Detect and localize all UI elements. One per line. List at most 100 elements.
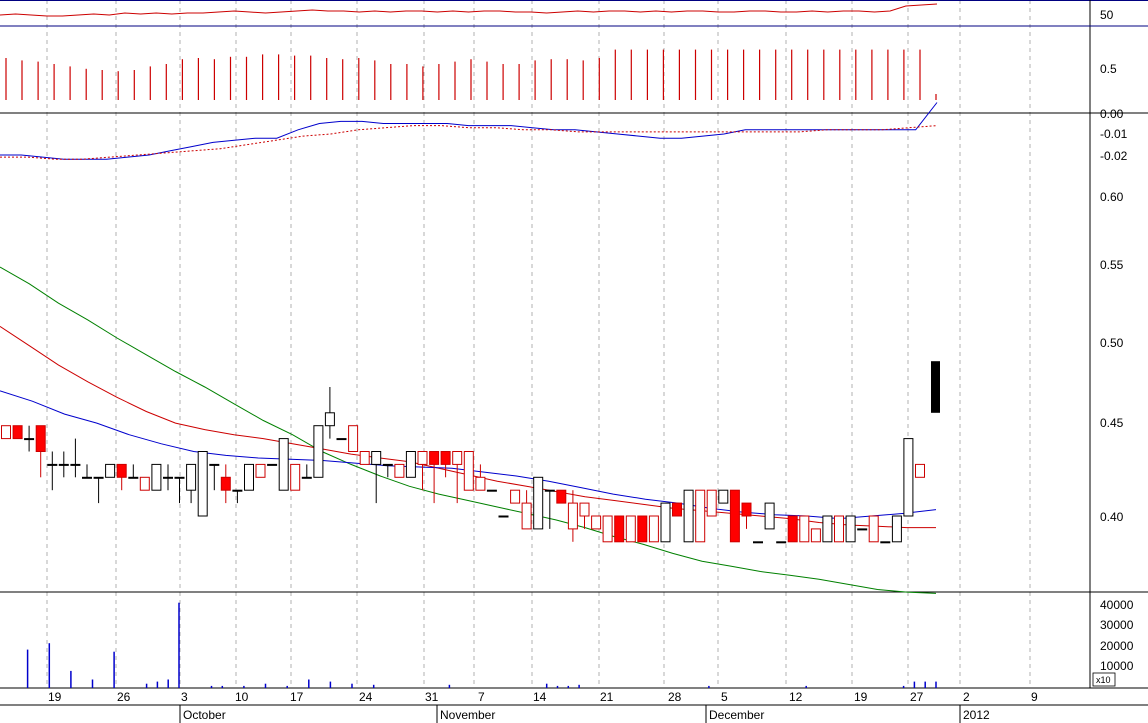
month-label: 2012 bbox=[963, 708, 990, 722]
candle-body bbox=[614, 515, 625, 543]
candle-body bbox=[660, 502, 671, 543]
price-tick-label: 0.50 bbox=[1100, 336, 1124, 350]
candle-body bbox=[799, 515, 810, 543]
candle-body bbox=[105, 463, 116, 478]
candle-body bbox=[602, 515, 613, 543]
candle-body bbox=[579, 502, 590, 517]
unit-box bbox=[1092, 672, 1116, 687]
macd-tick-label: 0.00 bbox=[1100, 107, 1124, 121]
candle-body bbox=[556, 489, 567, 504]
candle-body bbox=[741, 502, 752, 517]
volume-panel bbox=[26, 602, 937, 688]
candle-body bbox=[452, 451, 463, 465]
macd-line bbox=[0, 102, 938, 160]
day-tick-label: 19 bbox=[854, 690, 868, 704]
candle-body bbox=[891, 515, 902, 543]
candle-body bbox=[729, 489, 740, 543]
vertical-gridlines bbox=[46, 0, 1031, 688]
candle-body bbox=[648, 515, 659, 543]
macd-tick-label: -0.02 bbox=[1100, 149, 1128, 163]
rsi-tick-label: 50 bbox=[1100, 8, 1114, 22]
candle-body bbox=[313, 425, 324, 478]
candle-body bbox=[880, 541, 891, 544]
candle-body bbox=[209, 463, 220, 466]
candle-body bbox=[405, 451, 416, 478]
volume-tick-label: 20000 bbox=[1100, 639, 1134, 653]
candle-body bbox=[915, 463, 925, 478]
candle-body bbox=[394, 463, 405, 478]
moving-average-1 bbox=[0, 266, 937, 594]
month-label: November bbox=[440, 708, 495, 722]
candle-body bbox=[244, 463, 254, 491]
day-tick-label: 21 bbox=[600, 690, 614, 704]
candle-body bbox=[82, 476, 92, 479]
candle-body bbox=[822, 515, 833, 543]
candle-body bbox=[718, 489, 729, 504]
day-tick-label: 19 bbox=[48, 690, 62, 704]
candle-body bbox=[371, 451, 382, 465]
candle-body bbox=[93, 476, 104, 479]
day-tick-label: 9 bbox=[1031, 690, 1038, 704]
candle-body bbox=[128, 476, 139, 479]
price-tick-label: 0.60 bbox=[1100, 190, 1124, 204]
candle-body bbox=[197, 451, 208, 517]
candle-body bbox=[58, 463, 69, 466]
month-label: October bbox=[183, 708, 226, 722]
candle-body bbox=[290, 463, 301, 491]
candle-body bbox=[359, 451, 370, 465]
candle-body bbox=[220, 476, 231, 491]
candle-body bbox=[116, 463, 127, 478]
candle-body bbox=[486, 489, 497, 492]
date-axis: 19 26 3 10 17 24 31 7 14 21 28 5 12 19 27 2 9 October Nove… bbox=[48, 690, 1038, 723]
candle-body bbox=[382, 463, 393, 466]
day-tick-label: 7 bbox=[478, 690, 485, 704]
candle-body bbox=[463, 451, 474, 491]
day-tick-label: 17 bbox=[290, 690, 304, 704]
candle-body bbox=[903, 438, 914, 517]
candle-body bbox=[278, 438, 289, 491]
candle-body bbox=[186, 463, 197, 491]
day-tick-label: 10 bbox=[235, 690, 249, 704]
candle-body bbox=[1, 425, 11, 440]
macd-tick-label: 0.5 bbox=[1100, 62, 1117, 76]
candle-body bbox=[139, 476, 150, 491]
candle-body bbox=[695, 489, 706, 543]
candle-body bbox=[510, 489, 521, 504]
candle-body bbox=[324, 412, 335, 427]
volume-tick-label: 40000 bbox=[1100, 598, 1134, 612]
candle-body bbox=[521, 502, 532, 530]
day-tick-label: 5 bbox=[721, 690, 728, 704]
candle-body bbox=[868, 515, 879, 543]
price-panel bbox=[0, 266, 940, 594]
day-tick-label: 14 bbox=[533, 690, 547, 704]
rsi-line bbox=[0, 3, 938, 17]
candle-body bbox=[834, 515, 844, 543]
day-tick-label: 24 bbox=[359, 690, 373, 704]
candle-body bbox=[672, 502, 682, 517]
candle-body bbox=[498, 515, 509, 518]
candle-body bbox=[348, 425, 359, 453]
day-tick-label: 2 bbox=[963, 690, 970, 704]
candle-body bbox=[12, 425, 23, 440]
macd-tick-label: -0.01 bbox=[1100, 127, 1128, 141]
candle-body bbox=[336, 438, 347, 441]
candle-body bbox=[706, 489, 717, 517]
volume-unit-label: x10 bbox=[1096, 675, 1111, 685]
candle-body bbox=[810, 528, 821, 543]
candle-body bbox=[625, 515, 636, 543]
candle-body bbox=[567, 502, 578, 530]
candle-body bbox=[163, 476, 173, 479]
price-tick-label: 0.40 bbox=[1100, 510, 1124, 524]
candle-body bbox=[683, 489, 694, 543]
rsi-panel bbox=[0, 3, 1148, 27]
candle-body bbox=[440, 451, 451, 465]
candle-body bbox=[24, 438, 35, 441]
candle-body bbox=[151, 463, 162, 491]
candle-body bbox=[35, 425, 46, 453]
candle-body bbox=[533, 476, 544, 530]
candle-body bbox=[174, 476, 185, 479]
price-marker-bar bbox=[931, 361, 940, 413]
candle-body bbox=[255, 463, 266, 478]
right-price-axis: 50 0.5 0.00 -0.01 -0.02 0.60 0.55 0.50 0.45 0.40 4… bbox=[1092, 8, 1134, 687]
month-label: December bbox=[709, 708, 764, 722]
